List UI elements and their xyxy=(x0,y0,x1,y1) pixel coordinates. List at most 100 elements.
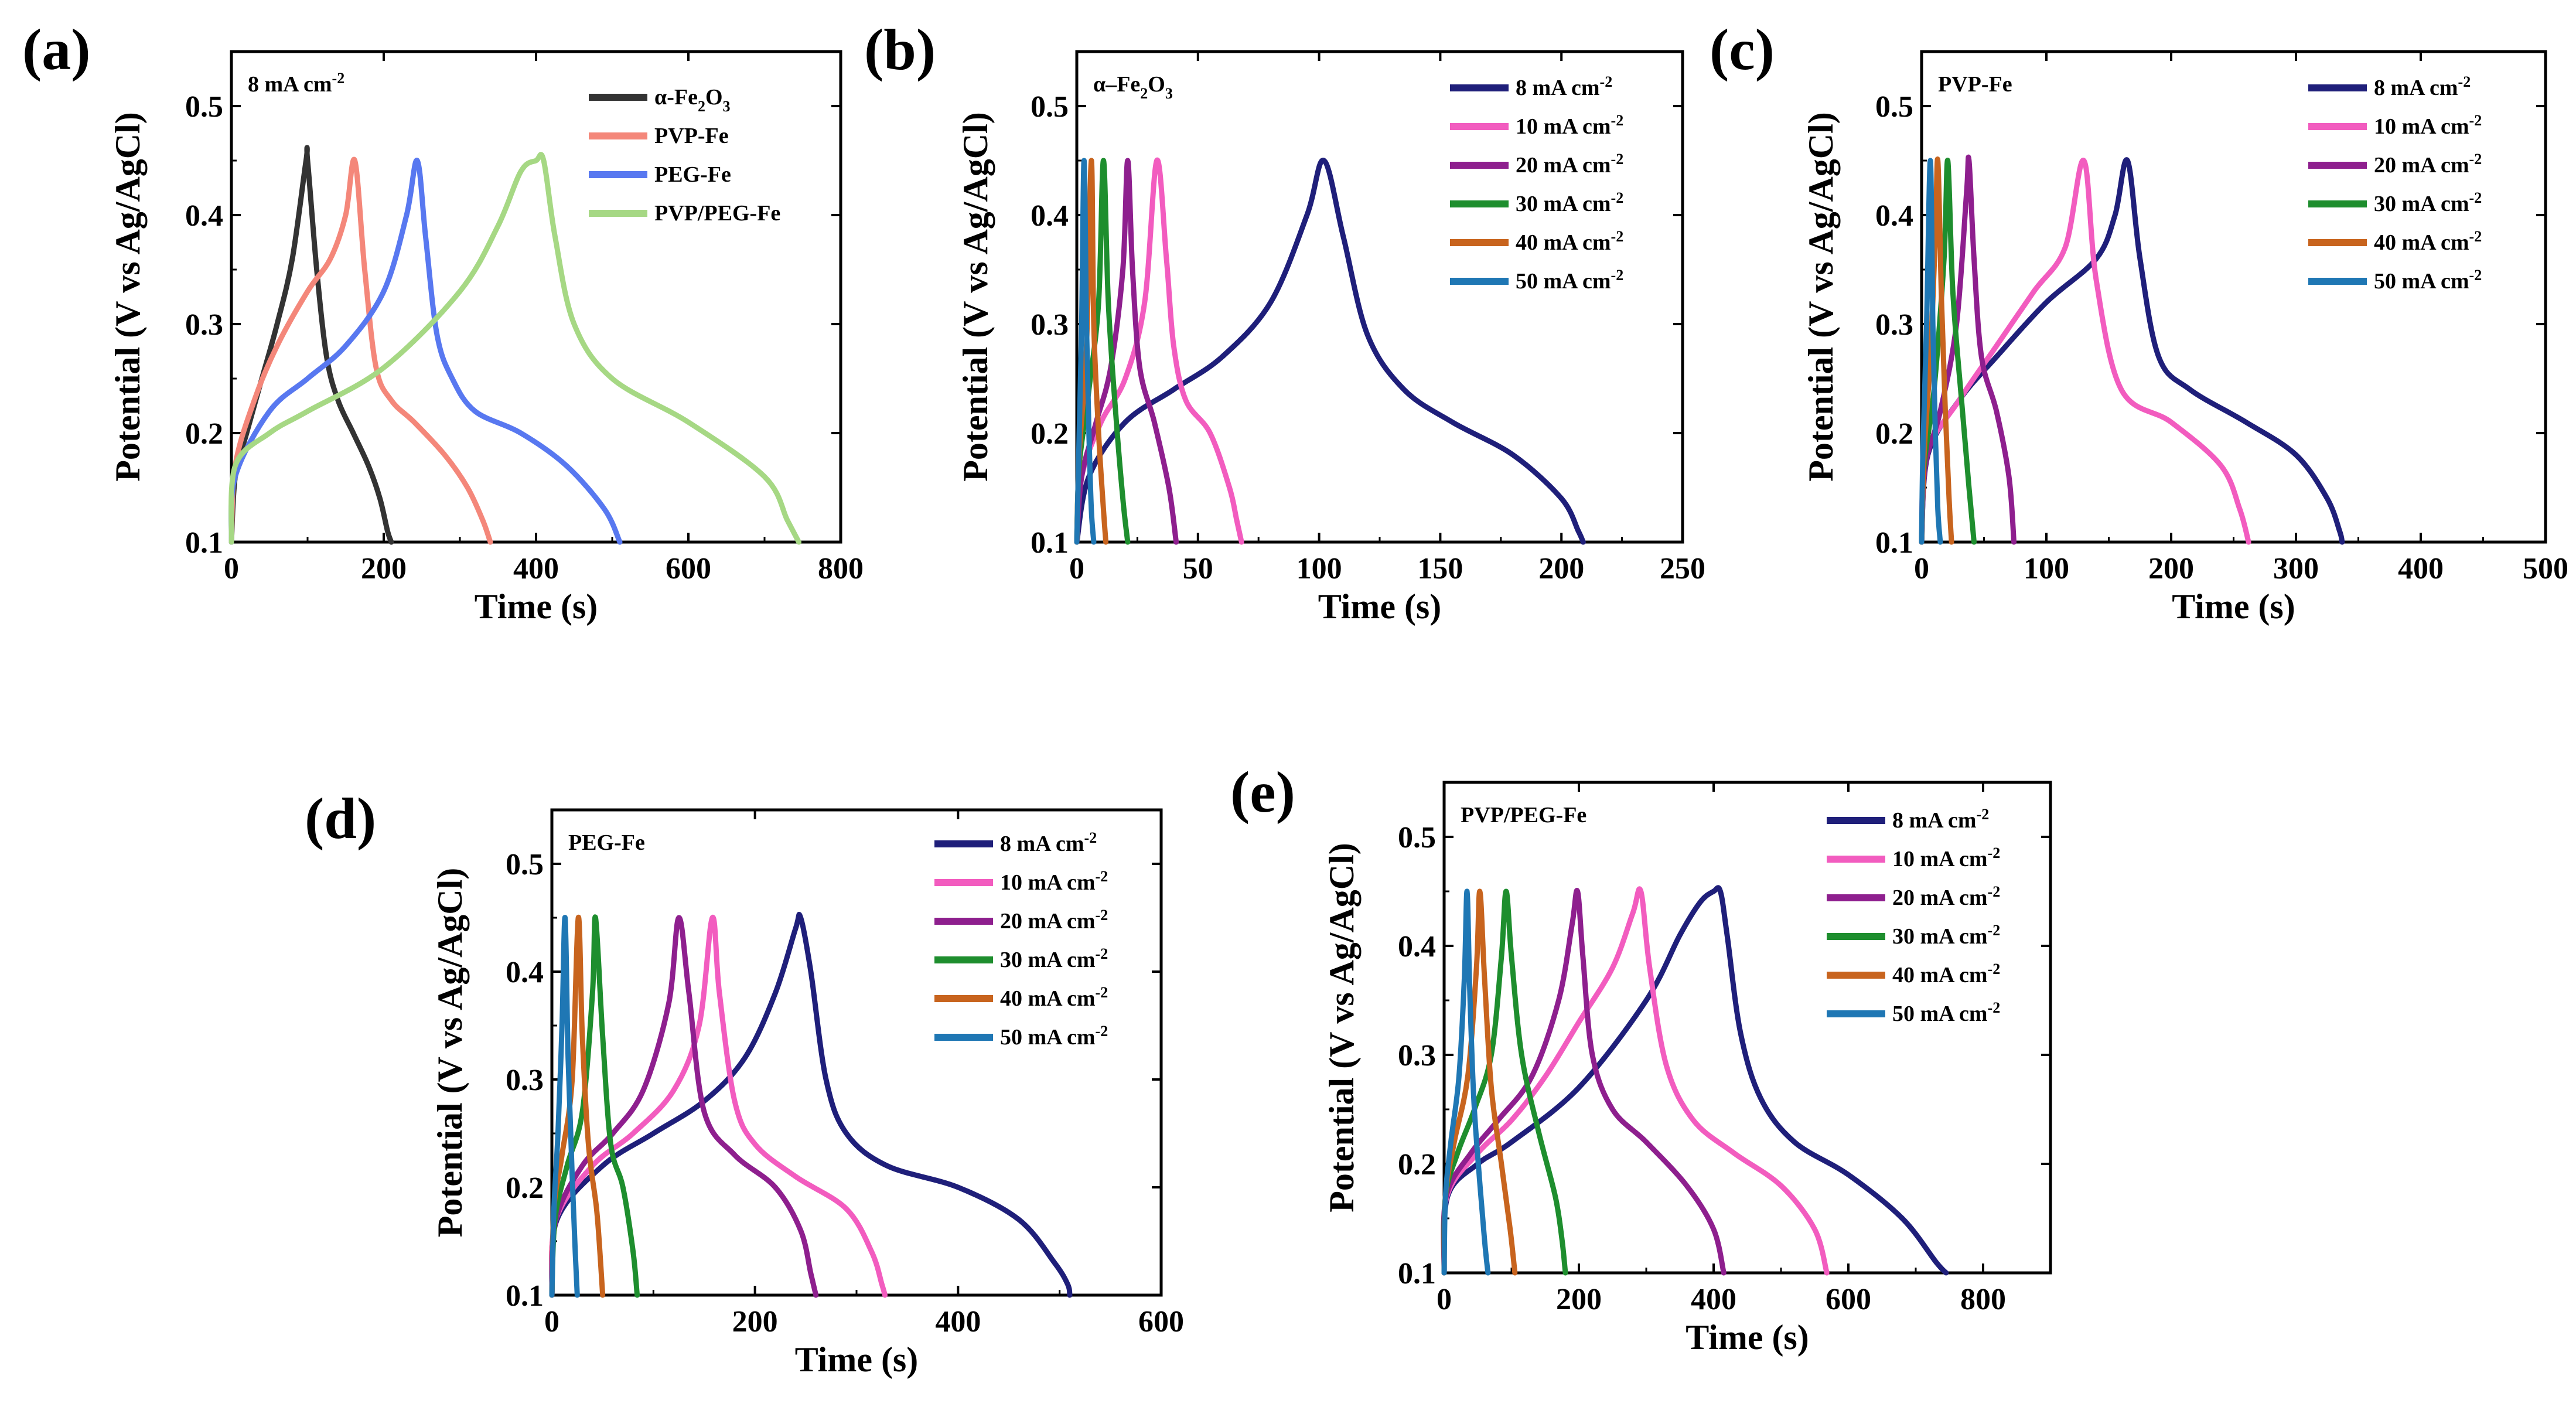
x-tick-label: 50 xyxy=(1183,552,1213,585)
series-line xyxy=(228,145,394,545)
x-tick-label: 500 xyxy=(2523,552,2568,585)
panel-label: (d) xyxy=(305,786,376,851)
legend-label: 40 mA cm-2 xyxy=(2374,228,2482,255)
y-tick-label: 0.5 xyxy=(506,848,544,881)
y-tick-label: 0.2 xyxy=(1875,417,1913,451)
x-tick-label: 250 xyxy=(1660,552,1705,585)
x-tick-label: 300 xyxy=(2273,552,2319,585)
panel-label: (a) xyxy=(22,17,91,82)
y-tick-label: 0.3 xyxy=(506,1064,544,1097)
plot-frame xyxy=(1442,781,2052,1275)
series-line xyxy=(228,158,623,545)
y-tick-label: 0.2 xyxy=(1031,417,1069,451)
chart-panel-b: (b) 0 50 100 150 200 250 0.1 0.2 0.3 0.4 0.5 Time (s… xyxy=(864,17,1705,626)
series-line xyxy=(1441,888,1491,1276)
y-tick-label: 0.2 xyxy=(185,417,223,451)
y-tick-label: 0.5 xyxy=(1398,821,1436,854)
y-tick-label: 0.1 xyxy=(1875,526,1913,560)
legend-label: 10 mA cm-2 xyxy=(1892,844,2000,871)
x-axis-title: Time (s) xyxy=(1686,1318,1809,1357)
series-line xyxy=(548,912,1073,1298)
series-line xyxy=(549,915,888,1298)
y-tick-label: 0.1 xyxy=(1031,526,1069,560)
y-tick-label: 0.4 xyxy=(1031,199,1069,233)
series-line xyxy=(1919,158,1977,545)
y-tick-label: 0.1 xyxy=(185,526,223,560)
series-line xyxy=(1441,886,1830,1276)
series-line xyxy=(1441,885,1949,1276)
x-tick-label: 0 xyxy=(1069,552,1084,585)
series-line xyxy=(1074,157,1244,545)
y-axis-title: Potential (V vs Ag/AgCl) xyxy=(956,112,995,482)
series-line xyxy=(1074,158,1097,545)
y-tick-label: 0.2 xyxy=(506,1171,544,1205)
y-axis-title: Potential (V vs Ag/AgCl) xyxy=(431,868,469,1238)
y-axis-title: Potential (V vs Ag/AgCl) xyxy=(108,112,147,482)
legend-label: 40 mA cm-2 xyxy=(1516,228,1623,255)
legend-label: 10 mA cm-2 xyxy=(2374,112,2482,139)
y-tick-label: 0.4 xyxy=(506,956,544,989)
x-tick-label: 200 xyxy=(732,1305,778,1339)
panel-annotation: α–Fe2O3 xyxy=(1093,72,1173,102)
panel-annotation: PEG-Fe xyxy=(568,830,645,855)
x-tick-label: 200 xyxy=(1556,1283,1602,1316)
legend-label: 20 mA cm-2 xyxy=(1000,907,1108,934)
series-line xyxy=(549,914,640,1298)
series-line xyxy=(1074,158,1179,545)
x-tick-label: 150 xyxy=(1417,552,1463,585)
x-tick-label: 200 xyxy=(1538,552,1584,585)
x-tick-label: 800 xyxy=(1960,1283,2006,1316)
y-tick-label: 0.1 xyxy=(1398,1257,1436,1290)
y-tick-label: 0.4 xyxy=(185,199,223,233)
y-tick-label: 0.5 xyxy=(185,90,223,124)
plot-frame xyxy=(230,50,842,544)
legend-label: 10 mA cm-2 xyxy=(1516,112,1623,139)
legend-label: 30 mA cm-2 xyxy=(1000,945,1108,972)
legend-label: 20 mA cm-2 xyxy=(2374,151,2482,178)
y-axis-title: Potential (V vs Ag/AgCl) xyxy=(1322,843,1361,1213)
chart-panel-d: (d) 0 200 400 600 0.1 0.2 0.3 0.4 0.5 Time (s) Pote… xyxy=(305,786,1184,1379)
y-tick-label: 0.3 xyxy=(185,308,223,342)
legend-label: PVP/PEG-Fe xyxy=(654,201,780,226)
x-tick-label: 0 xyxy=(1437,1283,1452,1316)
legend-label: 40 mA cm-2 xyxy=(1000,984,1108,1011)
series-line xyxy=(549,915,580,1298)
legend-label: 20 mA cm-2 xyxy=(1892,883,2000,910)
y-tick-label: 0.4 xyxy=(1398,930,1436,963)
y-tick-label: 0.3 xyxy=(1031,308,1069,342)
series-line xyxy=(228,156,493,545)
series-line xyxy=(549,915,819,1298)
y-tick-label: 0.3 xyxy=(1875,308,1913,342)
x-tick-label: 400 xyxy=(513,552,559,585)
series-line xyxy=(228,152,801,545)
legend-label: 8 mA cm-2 xyxy=(2374,73,2471,100)
panel-label: (c) xyxy=(1710,17,1775,82)
y-tick-label: 0.1 xyxy=(506,1279,544,1313)
x-axis-title: Time (s) xyxy=(795,1340,919,1379)
panel-label: (b) xyxy=(864,17,936,82)
x-tick-label: 400 xyxy=(935,1305,981,1339)
x-tick-label: 600 xyxy=(1138,1305,1184,1339)
legend-label: 8 mA cm-2 xyxy=(1000,829,1097,856)
x-axis-title: Time (s) xyxy=(475,587,598,626)
legend-label: 10 mA cm-2 xyxy=(1000,868,1108,895)
x-tick-label: 400 xyxy=(2398,552,2444,585)
y-tick-label: 0.5 xyxy=(1875,90,1913,124)
series-line xyxy=(1441,888,1568,1276)
x-tick-label: 200 xyxy=(361,552,407,585)
legend-label: 50 mA cm-2 xyxy=(1516,267,1623,294)
panel-label: (e) xyxy=(1230,760,1295,825)
panel-annotation: PVP/PEG-Fe xyxy=(1461,803,1586,827)
y-tick-label: 0.2 xyxy=(1398,1148,1436,1181)
y-tick-label: 0.5 xyxy=(1031,90,1069,124)
x-tick-label: 100 xyxy=(1296,552,1342,585)
legend-label: α-Fe2O3 xyxy=(654,85,731,115)
x-axis-title: Time (s) xyxy=(1318,587,1442,626)
x-tick-label: 100 xyxy=(2024,552,2069,585)
chart-panel-a: (a) 0 200 400 600 800 0.1 0.2 0.3 0.4 0.5 Time (s) P… xyxy=(22,17,864,626)
series-line xyxy=(1919,158,1943,545)
legend-label: 50 mA cm-2 xyxy=(2374,267,2482,294)
y-axis-title: Potential (V vs Ag/AgCl) xyxy=(1802,112,1840,482)
legend-label: 50 mA cm-2 xyxy=(1892,999,2000,1026)
